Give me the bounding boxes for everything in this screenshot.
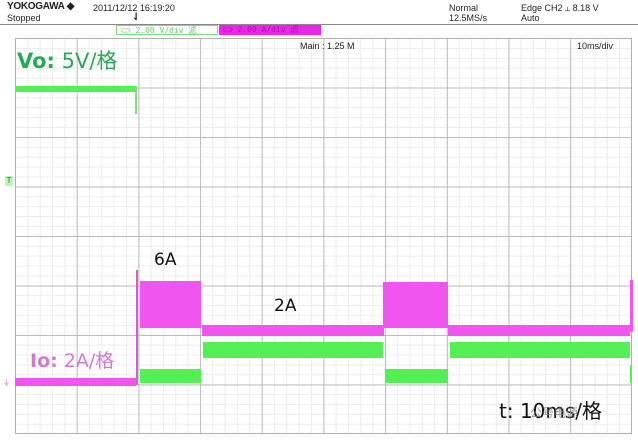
io-trace-end-edge [630, 280, 633, 332]
watermark: 公号电源 [530, 406, 579, 420]
trigger-position-icon: ⇃ [132, 12, 141, 23]
brand-logo: YOKOGAWA ◆ [7, 1, 75, 12]
header-divider [0, 24, 638, 25]
time-scale-annotation: t: 10ms/格 [499, 399, 603, 423]
base-current-label: 2A [274, 296, 297, 316]
vo-trace-end-edge [630, 365, 632, 383]
vo-trace-low-2 [385, 369, 448, 383]
vo-scale-annotation: Vo: 5V/格 [17, 49, 118, 73]
io-trace-zero [15, 378, 136, 386]
io-trace-6a-pulse-1 [140, 281, 201, 328]
io-trace-6a-pulse-2 [383, 282, 448, 328]
io-trace-2a-2 [448, 325, 630, 336]
channel-2-scale[interactable]: ⊂⊃ 2.00 A/div 滤 [219, 25, 321, 35]
main-record-length: Main : 1.25 M [300, 41, 355, 51]
timebase-label: 10ms/div [577, 41, 614, 51]
acquisition-status: Stopped [7, 13, 41, 23]
io-trace-rise-edge [136, 270, 138, 385]
vo-trace-mid-2 [450, 342, 630, 358]
vo-trace-high [15, 86, 136, 92]
io-trace-2a-1 [202, 325, 384, 336]
trigger-level-marker-icon[interactable]: T [5, 176, 13, 186]
sample-rate: 12.5MS/s [449, 13, 488, 23]
acquisition-mode: Normal [449, 3, 479, 13]
trigger-setting: Edge CH2 ⥿ 8.18 V [521, 3, 599, 13]
vo-trace-fall-edge [135, 86, 137, 114]
ground-marker-icon[interactable]: ⏚ [3, 379, 10, 387]
waveform-grid [15, 38, 632, 434]
io-scale-annotation: Io: 2A/格 [30, 350, 115, 372]
datetime: 2011/12/12 16:19:20 [93, 3, 175, 13]
vo-trace-mid-1 [203, 342, 383, 358]
channel-1-scale[interactable]: ⊂⊃ 2.00 V/div 滤 [116, 25, 218, 35]
vo-trace-low-1 [140, 369, 201, 383]
trigger-mode: Auto [521, 13, 540, 23]
peak-current-label: 6A [154, 250, 177, 270]
